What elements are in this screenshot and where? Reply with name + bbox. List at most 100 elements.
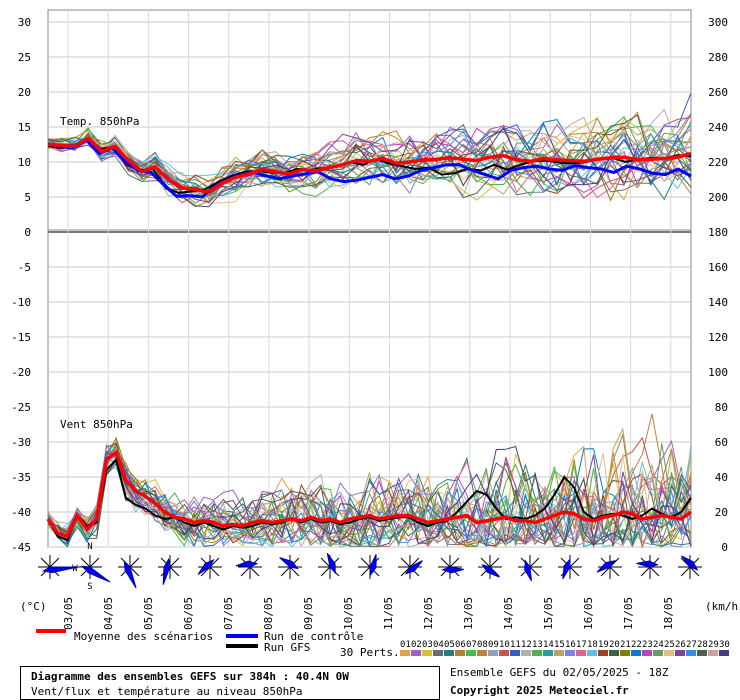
wind-rose-petal	[41, 566, 79, 574]
right-tick-label: 120	[708, 331, 728, 344]
date-label: 12/05	[422, 597, 435, 630]
temp-tick-label: 15	[18, 121, 31, 134]
pert-swatch	[411, 650, 421, 656]
wind-rose	[518, 555, 542, 582]
wind-rose-petal	[123, 560, 137, 589]
wind-rose	[235, 555, 262, 579]
pert-number: 14	[543, 640, 554, 650]
pert-number: 01	[400, 640, 411, 650]
compass-w: W	[72, 564, 78, 574]
pert-swatch	[609, 650, 619, 656]
right-tick-label: 220	[708, 156, 728, 169]
pert-number: 17	[576, 640, 587, 650]
pert-swatch	[543, 650, 553, 656]
right-tick-label: 300	[708, 16, 728, 29]
right-tick-label: 260	[708, 86, 728, 99]
pert-number: 26	[675, 640, 686, 650]
pert-number: 15	[554, 640, 565, 650]
wind-rose-petal	[681, 555, 699, 571]
pert-swatch	[565, 650, 575, 656]
wind-tick-label: -10	[11, 296, 31, 309]
right-tick-label: 180	[708, 226, 728, 239]
wind-tick-label: -25	[11, 401, 31, 414]
right-tick-label: 0	[721, 541, 728, 554]
wind-rose-petal	[279, 557, 299, 570]
footer-title-box: Diagramme des ensembles GEFS sur 384h : …	[20, 666, 440, 700]
pert-swatch	[554, 650, 564, 656]
temp-tick-label: 10	[18, 156, 31, 169]
main-series-lines	[46, 135, 693, 542]
wind-rose-petal	[441, 566, 464, 574]
date-label: 11/05	[382, 597, 395, 630]
pert-temp-line	[47, 116, 692, 198]
pert-number: 10	[499, 640, 510, 650]
date-label: 07/05	[222, 597, 235, 630]
pert-wind-line	[47, 445, 692, 547]
temp-tick-label: 20	[18, 86, 31, 99]
date-label: 09/05	[302, 597, 315, 630]
date-label: 04/05	[102, 597, 115, 630]
right-tick-label: 240	[708, 121, 728, 134]
wind-rose-petal	[596, 560, 616, 573]
temp-panel	[47, 9, 692, 231]
pert-temp-line	[47, 133, 692, 203]
pert-swatch	[433, 650, 443, 656]
date-label: 08/05	[262, 597, 275, 630]
pert-swatch	[642, 650, 652, 656]
legend-perts-label: 30 Perts.	[340, 646, 400, 659]
wind-rose-petal	[235, 560, 259, 568]
pert-swatch	[620, 650, 630, 656]
pert-swatch	[499, 650, 509, 656]
date-label: 17/05	[622, 597, 635, 630]
date-label: 16/05	[582, 597, 595, 630]
footer-title: Diagramme des ensembles GEFS sur 384h : …	[31, 670, 349, 683]
date-label: 14/05	[502, 597, 515, 630]
control-temp-line	[47, 138, 692, 199]
pert-swatch	[631, 650, 641, 656]
pert-swatch	[444, 650, 454, 656]
wind-rose-petal	[162, 557, 171, 585]
pert-number: 27	[686, 640, 697, 650]
pert-swatch	[653, 650, 663, 656]
wind-tick-label: -30	[11, 436, 31, 449]
date-label: 05/05	[142, 597, 155, 630]
right-unit: (km/h)	[705, 600, 740, 613]
pert-wind-line	[47, 449, 692, 548]
compass-s: S	[87, 582, 92, 592]
mean-wind-line	[46, 449, 693, 539]
pert-number: 22	[631, 640, 642, 650]
wind-rose	[478, 555, 502, 579]
right-tick-label: 280	[708, 51, 728, 64]
pert-swatch	[675, 650, 685, 656]
pert-number: 25	[664, 640, 675, 650]
wind-rose-petal	[481, 564, 500, 578]
pert-wind-line	[47, 441, 692, 548]
wind-rose	[78, 555, 111, 583]
temp-tick-label: 0	[24, 226, 31, 239]
pert-swatch	[686, 650, 696, 656]
temp-tick-label: 30	[18, 16, 31, 29]
wind-rose	[678, 555, 702, 579]
temp-panel-label: Temp. 850hPa	[60, 115, 139, 128]
right-tick-label: 100	[708, 366, 728, 379]
pert-swatch	[697, 650, 707, 656]
pert-swatch	[664, 650, 674, 656]
pert-number: 16	[565, 640, 576, 650]
wind-rose	[398, 555, 423, 579]
wind-rose	[318, 553, 342, 579]
date-label: 10/05	[342, 597, 355, 630]
wind-rose-petal	[369, 554, 377, 577]
legend-control-label: Run de contrôle	[264, 630, 363, 643]
perturbation-lines	[47, 92, 692, 549]
wind-rose	[636, 555, 662, 579]
wind-rose	[118, 555, 142, 589]
pert-swatch	[455, 650, 465, 656]
legend-gfs-label: Run GFS	[264, 641, 310, 654]
date-label: 18/05	[662, 597, 675, 630]
wind-tick-label: -35	[11, 471, 31, 484]
temp-tick-label: 5	[24, 191, 31, 204]
pert-swatch	[400, 650, 410, 656]
pert-swatch	[521, 650, 531, 656]
pert-swatch	[477, 650, 487, 656]
